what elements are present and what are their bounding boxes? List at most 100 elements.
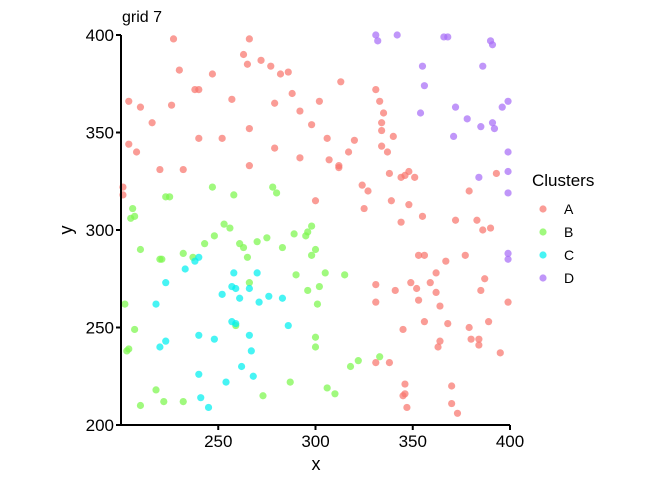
point-c: [278, 294, 287, 302]
point-a: [378, 119, 386, 127]
point-c: [247, 347, 255, 355]
legend-label: A: [564, 201, 574, 217]
point-c: [237, 362, 246, 371]
point-a: [288, 89, 296, 98]
point-b: [311, 245, 320, 254]
point-a: [239, 50, 248, 59]
point-a: [391, 286, 399, 295]
point-d: [498, 103, 506, 111]
point-b: [323, 384, 331, 392]
point-b: [273, 189, 281, 197]
legend-item-b: B: [539, 224, 573, 240]
point-d: [504, 97, 512, 105]
point-a: [448, 382, 456, 390]
point-a: [325, 156, 333, 164]
point-d: [488, 119, 497, 127]
legend-label: B: [564, 224, 573, 240]
point-b: [220, 220, 228, 228]
point-a: [397, 218, 405, 226]
x-tick-label: 300: [301, 432, 329, 451]
point-c: [249, 372, 257, 380]
point-b: [346, 362, 355, 371]
point-b: [263, 234, 271, 242]
point-a: [284, 68, 292, 76]
point-d: [393, 31, 401, 39]
point-b: [376, 353, 384, 361]
point-a: [479, 226, 487, 234]
point-c: [253, 269, 261, 277]
point-a: [477, 286, 485, 295]
point-c: [210, 335, 218, 343]
point-a: [148, 119, 156, 127]
point-a: [461, 251, 469, 259]
point-b: [253, 238, 261, 246]
point-d: [374, 37, 382, 45]
point-a: [245, 162, 253, 170]
point-c: [195, 331, 203, 339]
point-b: [243, 253, 252, 261]
point-c: [255, 298, 263, 306]
point-b: [160, 398, 168, 406]
point-b: [321, 269, 329, 277]
point-b: [166, 193, 174, 201]
y-axis-ticks: 200 250 300 350 400: [86, 26, 121, 435]
point-a: [360, 204, 368, 213]
point-a: [451, 216, 460, 224]
point-b: [354, 357, 362, 365]
point-a: [271, 144, 279, 152]
point-a: [448, 399, 456, 408]
point-a: [485, 318, 493, 326]
point-a: [323, 134, 331, 142]
point-a: [426, 279, 434, 287]
point-a: [372, 281, 380, 289]
point-b: [210, 232, 218, 240]
point-a: [389, 132, 397, 140]
point-a: [358, 181, 366, 189]
legend-key-a: [539, 205, 547, 213]
point-a: [125, 97, 133, 105]
point-d: [416, 109, 425, 117]
point-b: [304, 286, 312, 295]
y-tick-label: 300: [86, 221, 114, 240]
point-c: [181, 265, 189, 273]
point-a: [465, 187, 473, 195]
point-b: [226, 224, 234, 232]
point-a: [496, 349, 504, 357]
point-a: [434, 343, 442, 351]
point-c: [162, 279, 170, 287]
y-tick-label: 350: [86, 124, 114, 143]
point-b: [304, 228, 312, 236]
point-b: [308, 222, 316, 230]
point-a: [276, 70, 285, 78]
data-points: [119, 31, 512, 417]
point-d: [463, 115, 471, 123]
point-b: [201, 240, 209, 248]
point-a: [465, 323, 473, 332]
point-a: [379, 109, 388, 117]
point-d: [479, 62, 487, 70]
point-b: [179, 249, 187, 257]
point-b: [290, 230, 298, 238]
y-axis-title: y: [56, 226, 76, 235]
point-a: [167, 101, 176, 109]
point-d: [418, 62, 427, 70]
point-a: [364, 187, 372, 195]
legend-label: C: [564, 247, 574, 263]
y-tick-label: 250: [86, 319, 114, 338]
legend-item-c: C: [539, 247, 574, 263]
legend-key-b: [539, 228, 547, 236]
point-a: [125, 140, 133, 148]
point-b: [136, 401, 145, 410]
legend-title: Clusters: [532, 171, 594, 190]
point-d: [488, 41, 497, 49]
point-a: [179, 165, 187, 174]
point-a: [308, 121, 316, 129]
point-a: [378, 126, 386, 135]
point-d: [420, 82, 429, 90]
point-a: [504, 298, 512, 306]
point-b: [158, 255, 166, 263]
point-a: [432, 288, 440, 296]
point-d: [504, 249, 512, 257]
point-a: [385, 359, 394, 367]
point-a: [245, 35, 253, 43]
